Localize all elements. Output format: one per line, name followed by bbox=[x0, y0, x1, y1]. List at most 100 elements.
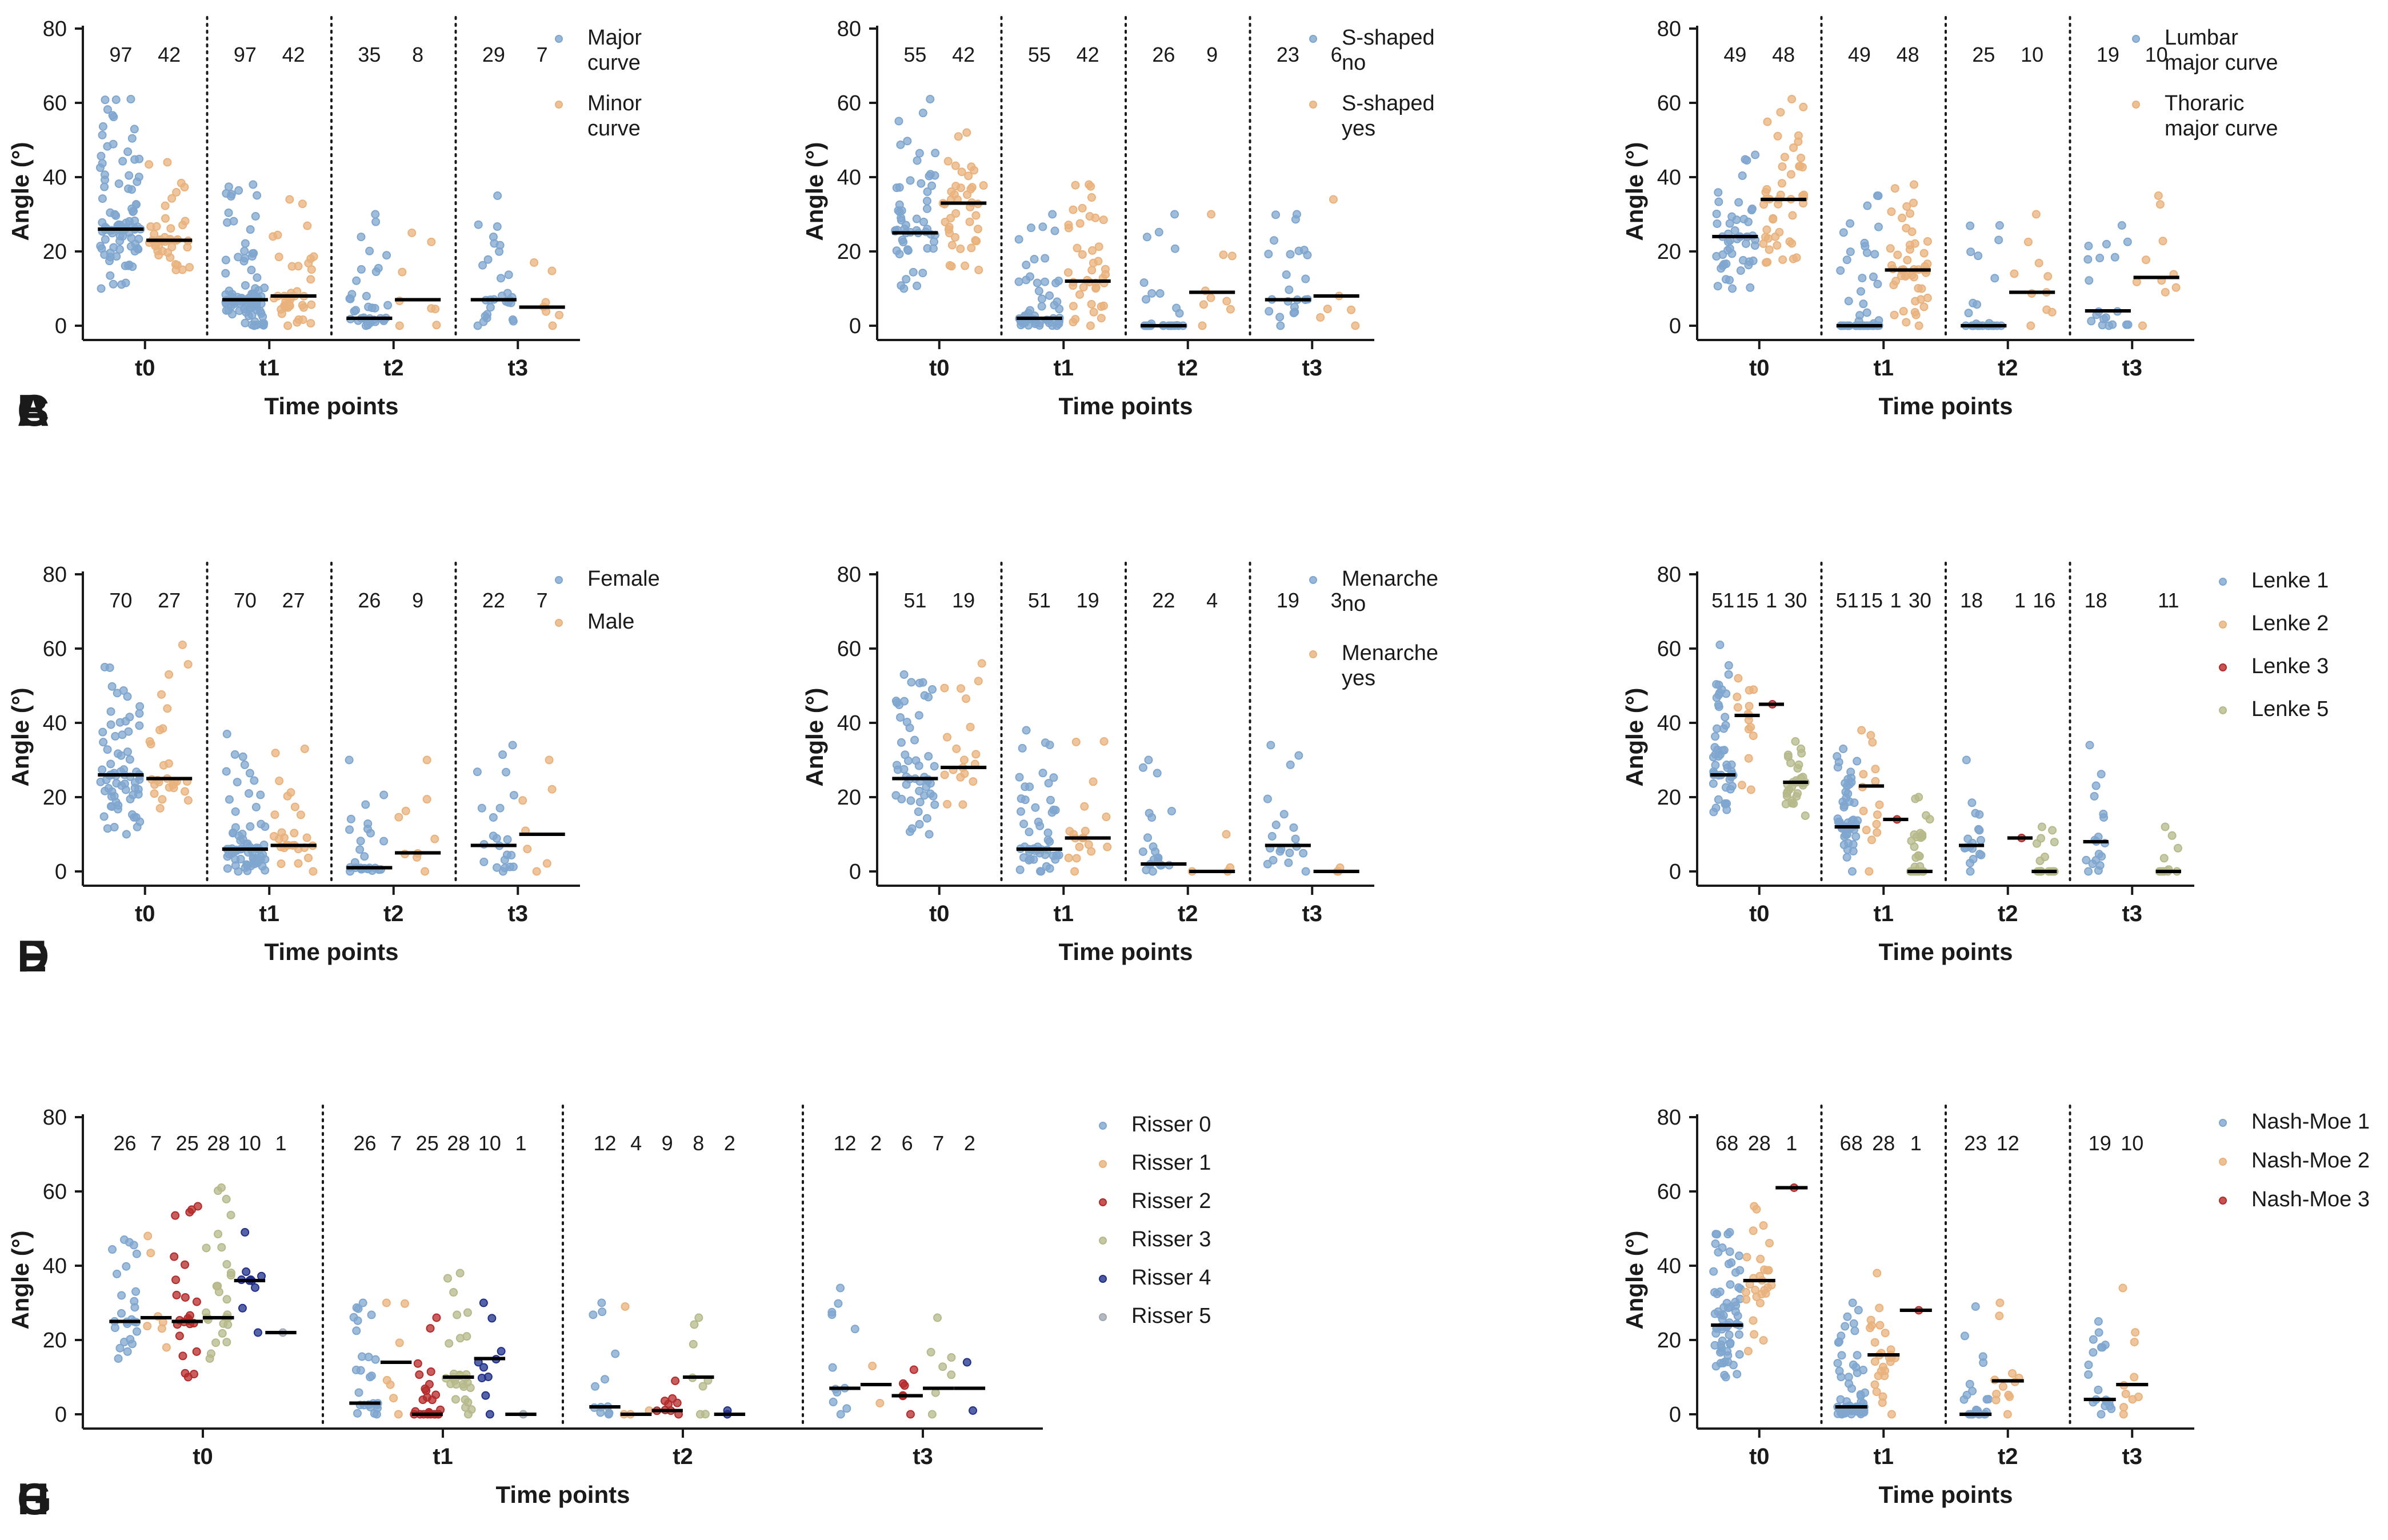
legend-label: Lenke 1 bbox=[2251, 569, 2329, 593]
data-point bbox=[114, 179, 123, 188]
data-point bbox=[126, 242, 135, 251]
data-point bbox=[2084, 1361, 2093, 1370]
count-label: 55 bbox=[903, 43, 926, 66]
data-point bbox=[2119, 1403, 2129, 1412]
data-point bbox=[1780, 153, 1789, 162]
count-label: 97 bbox=[234, 43, 257, 66]
data-point bbox=[1051, 806, 1060, 815]
legend-item: Risser 5 bbox=[1099, 1304, 1211, 1328]
data-point bbox=[596, 1408, 605, 1417]
data-point bbox=[1170, 210, 1179, 219]
data-point bbox=[2119, 1410, 2128, 1419]
data-point bbox=[1736, 266, 1745, 275]
data-point bbox=[99, 812, 109, 821]
data-point bbox=[1714, 188, 1723, 197]
data-point bbox=[130, 1303, 139, 1312]
data-point bbox=[1865, 867, 1874, 876]
data-point bbox=[487, 1314, 497, 1323]
count-label: 9 bbox=[412, 589, 423, 612]
data-point bbox=[701, 1410, 710, 1419]
data-point bbox=[1887, 1410, 1896, 1419]
data-point bbox=[98, 765, 107, 774]
data-point bbox=[127, 234, 136, 243]
legend-label: Male bbox=[587, 610, 634, 634]
data-point bbox=[97, 151, 106, 161]
data-point bbox=[286, 788, 295, 797]
count-label: 2 bbox=[724, 1131, 735, 1155]
data-point bbox=[113, 689, 122, 698]
data-point bbox=[915, 798, 925, 807]
data-point bbox=[1725, 1330, 1734, 1339]
count-label: 30 bbox=[1784, 589, 1807, 612]
data-point bbox=[1742, 156, 1751, 165]
data-point bbox=[1909, 273, 1918, 282]
data-point bbox=[346, 294, 355, 303]
data-point bbox=[222, 730, 231, 738]
legend-label: Female bbox=[587, 567, 660, 591]
data-point bbox=[479, 1298, 488, 1307]
data-point bbox=[422, 755, 431, 765]
data-point bbox=[1294, 751, 1303, 760]
data-point bbox=[357, 265, 366, 274]
data-point bbox=[357, 233, 366, 242]
data-point bbox=[277, 305, 286, 314]
legend-label: Menarche bbox=[1342, 641, 1438, 665]
y-tick-label: 0 bbox=[1669, 860, 1681, 884]
legend-label: Risser 5 bbox=[1131, 1304, 1211, 1328]
data-point bbox=[951, 182, 961, 191]
data-point bbox=[1207, 210, 1216, 219]
data-point bbox=[829, 1398, 838, 1407]
data-point bbox=[1874, 316, 1883, 325]
data-point bbox=[1966, 221, 1975, 230]
data-point bbox=[1875, 1303, 1884, 1313]
data-point bbox=[897, 215, 906, 225]
data-point bbox=[1266, 741, 1275, 750]
data-point bbox=[902, 275, 911, 284]
count-label: 27 bbox=[282, 589, 305, 612]
panel-letter: D bbox=[17, 931, 49, 981]
count-label: 25 bbox=[176, 1131, 199, 1155]
data-point bbox=[868, 1362, 877, 1370]
data-point bbox=[1750, 1330, 1759, 1339]
data-point bbox=[894, 117, 903, 126]
count-label: 7 bbox=[390, 1131, 402, 1155]
data-point bbox=[1914, 851, 1923, 860]
data-point bbox=[427, 1395, 437, 1405]
data-point bbox=[1075, 219, 1085, 228]
x-axis-title: Time points bbox=[1059, 938, 1193, 965]
legend-label: curve bbox=[587, 117, 641, 141]
y-tick-label: 0 bbox=[1669, 1403, 1681, 1427]
data-point bbox=[479, 1363, 489, 1372]
data-point bbox=[2161, 822, 2170, 831]
data-point bbox=[463, 1308, 472, 1317]
data-point bbox=[1036, 867, 1045, 876]
data-point bbox=[956, 244, 965, 253]
data-point bbox=[1837, 1331, 1846, 1341]
data-point bbox=[1769, 215, 1778, 224]
y-axis-title: Angle (°) bbox=[801, 142, 828, 241]
y-tick-label: 80 bbox=[1657, 1106, 1681, 1130]
data-point bbox=[206, 1349, 215, 1358]
data-point bbox=[415, 1370, 424, 1379]
data-point bbox=[1284, 858, 1293, 867]
y-tick-label: 20 bbox=[837, 240, 861, 264]
data-point bbox=[1153, 769, 1162, 778]
data-point bbox=[1154, 227, 1163, 237]
data-point bbox=[117, 280, 126, 289]
data-point bbox=[223, 864, 232, 873]
data-point bbox=[973, 225, 982, 234]
data-point bbox=[875, 1399, 885, 1407]
data-point bbox=[1097, 314, 1106, 323]
data-point bbox=[1264, 250, 1273, 259]
data-point bbox=[828, 1363, 837, 1372]
data-point bbox=[123, 147, 133, 157]
data-point bbox=[2108, 320, 2117, 329]
data-point bbox=[1087, 299, 1096, 309]
legend-marker bbox=[2132, 35, 2140, 43]
data-point bbox=[382, 251, 391, 260]
data-point bbox=[167, 194, 177, 203]
count-label: 26 bbox=[353, 1131, 376, 1155]
y-tick-label: 60 bbox=[1657, 1180, 1681, 1204]
data-point bbox=[1782, 791, 1791, 801]
